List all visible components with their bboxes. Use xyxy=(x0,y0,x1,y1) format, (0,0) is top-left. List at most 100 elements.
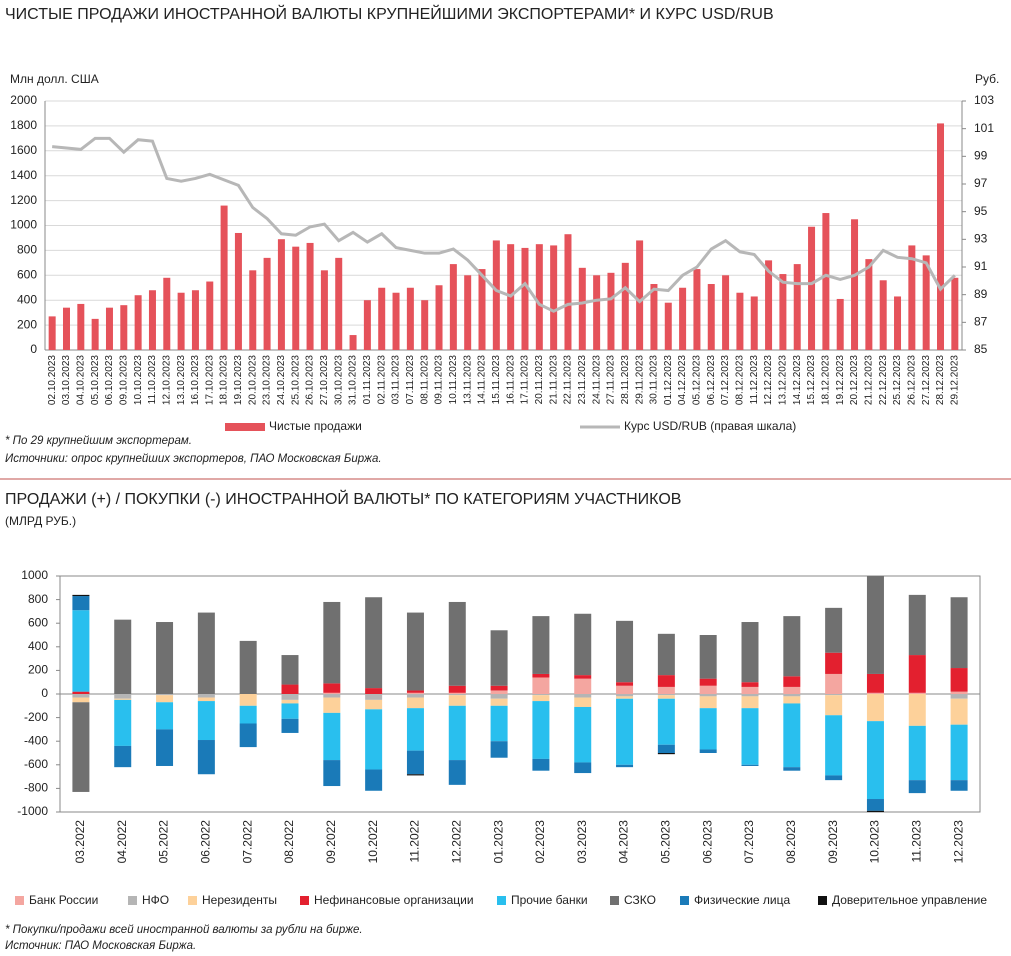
chart-title: ПРОДАЖИ (+) / ПОКУПКИ (-) ИНОСТРАННОЙ ВА… xyxy=(5,489,681,508)
bar-segment xyxy=(866,799,884,811)
bar-segment xyxy=(783,616,801,677)
x-tick-label: 15.12.2023 xyxy=(806,355,817,405)
bar-segment xyxy=(323,697,341,713)
legend-swatch xyxy=(188,896,197,905)
bar-segment xyxy=(197,612,215,694)
legend-label: НФО xyxy=(142,893,169,907)
x-tick-label: 23.10.2023 xyxy=(262,355,273,405)
bar-segment xyxy=(448,694,466,696)
y2-tick-label: 89 xyxy=(974,287,988,301)
bar-segment xyxy=(365,694,383,700)
bar-segment xyxy=(72,610,90,692)
x-tick-label: 29.11.2023 xyxy=(634,355,645,405)
bar xyxy=(191,290,199,350)
bar-segment xyxy=(825,607,843,653)
bar-segment xyxy=(741,682,759,687)
bar xyxy=(879,280,887,350)
line xyxy=(52,136,956,313)
bar-segment xyxy=(156,695,174,703)
bar-segment xyxy=(323,692,341,694)
bar xyxy=(750,296,758,350)
legend-label: Прочие банки xyxy=(511,893,588,907)
bar-segment xyxy=(72,596,90,611)
note: Источник: ПАО Московская Биржа. xyxy=(5,940,196,952)
bar xyxy=(564,234,572,350)
bar-segment xyxy=(866,576,884,674)
legend-swatch xyxy=(128,896,137,905)
x-tick-label: 20.11.2023 xyxy=(534,355,545,405)
bar-segment xyxy=(950,724,968,781)
bar-segment xyxy=(365,699,383,710)
legend-swatch xyxy=(225,423,265,431)
bar xyxy=(722,275,730,350)
bar xyxy=(808,226,816,350)
bar-segment xyxy=(365,709,383,770)
bar-segment xyxy=(950,668,968,692)
bar-segment xyxy=(616,620,634,683)
bar-segment xyxy=(657,744,675,753)
x-tick-label: 30.11.2023 xyxy=(649,355,660,405)
y2-tick-label: 95 xyxy=(974,204,988,218)
bar-segment xyxy=(699,696,717,709)
bar-segment xyxy=(866,810,884,812)
bar-segment xyxy=(908,694,926,726)
bar-segment xyxy=(699,635,717,679)
legend-swatch xyxy=(497,896,506,905)
bar-segment xyxy=(532,673,550,678)
legend-label: Нерезиденты xyxy=(202,893,277,907)
x-tick-label: 01.2023 xyxy=(491,820,505,864)
bar-segment xyxy=(532,701,550,759)
legend-swatch xyxy=(818,896,827,905)
x-tick-label: 02.2023 xyxy=(533,820,547,864)
y-tick-label: -400 xyxy=(24,733,48,747)
bar xyxy=(421,300,429,350)
y2-tick-label: 99 xyxy=(974,149,988,163)
bar-segment xyxy=(490,630,508,686)
x-tick-label: 26.10.2023 xyxy=(305,355,316,405)
x-tick-label: 18.12.2023 xyxy=(821,355,832,405)
bar-segment xyxy=(825,715,843,776)
bar-segment xyxy=(281,718,299,733)
y-tick-label: 800 xyxy=(28,592,48,606)
bar xyxy=(607,272,615,350)
bar-segment xyxy=(197,697,215,702)
chart-title: ЧИСТЫЕ ПРОДАЖИ ИНОСТРАННОЙ ВАЛЮТЫ КРУПНЕ… xyxy=(5,4,774,23)
bar-segment xyxy=(741,686,759,694)
x-tick-label: 07.2022 xyxy=(240,820,254,864)
bar-segment xyxy=(741,764,759,766)
bar-segment xyxy=(448,705,466,761)
y-tick-label: 0 xyxy=(30,342,37,356)
bar-segment xyxy=(114,698,132,700)
x-tick-label: 11.10.2023 xyxy=(147,355,158,405)
x-tick-label: 19.12.2023 xyxy=(835,355,846,405)
bar-segment xyxy=(908,780,926,794)
bar-segment xyxy=(866,694,884,722)
y-tick-label: -800 xyxy=(24,781,48,795)
bar xyxy=(937,123,945,350)
bar-segment xyxy=(114,694,132,699)
x-tick-label: 13.11.2023 xyxy=(462,355,473,405)
x-tick-label: 24.11.2023 xyxy=(591,355,602,405)
bar xyxy=(679,287,687,350)
bar-segment xyxy=(950,691,968,694)
y2-tick-label: 97 xyxy=(974,176,988,190)
bar-segment xyxy=(741,622,759,683)
x-tick-label: 19.10.2023 xyxy=(233,355,244,405)
bar-segment xyxy=(406,692,424,694)
x-tick-label: 10.2022 xyxy=(366,820,380,864)
bar-segment xyxy=(657,675,675,687)
bar xyxy=(48,316,56,350)
x-tick-label: 25.10.2023 xyxy=(290,355,301,405)
bar-segment xyxy=(239,723,257,748)
y-tick-label: 400 xyxy=(28,639,48,653)
x-tick-label: 22.12.2023 xyxy=(878,355,889,405)
bar-segment xyxy=(699,685,717,694)
x-tick-label: 17.11.2023 xyxy=(520,355,531,405)
bar xyxy=(822,213,830,350)
bar-segment xyxy=(365,688,383,694)
bar-segment xyxy=(197,694,215,698)
x-tick-label: 21.11.2023 xyxy=(548,355,559,405)
bar-segment xyxy=(825,695,843,716)
x-tick-label: 06.2023 xyxy=(700,820,714,864)
x-tick-label: 04.2022 xyxy=(115,820,129,864)
